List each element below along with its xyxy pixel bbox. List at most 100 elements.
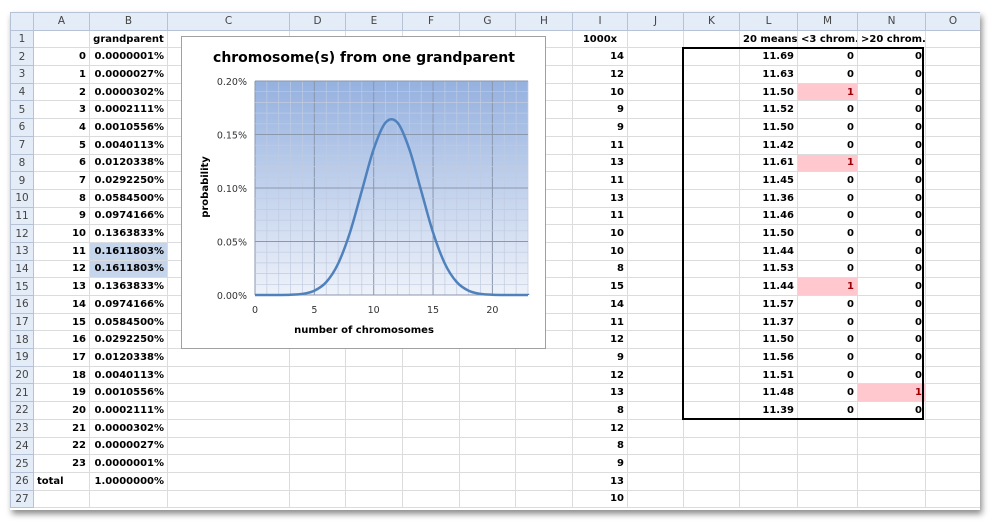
cell-M1[interactable]: <3 chrom. xyxy=(797,29,858,49)
cell-K24[interactable] xyxy=(683,436,740,456)
cell-N13[interactable]: 0 xyxy=(857,241,926,261)
cell-O5[interactable] xyxy=(925,100,980,120)
cell-B13[interactable]: 0.1611803% xyxy=(89,241,168,261)
cell-O23[interactable] xyxy=(925,418,980,438)
cell-J4[interactable] xyxy=(627,82,684,102)
cell-B12[interactable]: 0.1363833% xyxy=(89,224,168,243)
cell-B23[interactable]: 0.0000302% xyxy=(89,418,168,438)
cell-F24[interactable] xyxy=(402,436,460,456)
cell-G23[interactable] xyxy=(459,418,516,438)
cell-J7[interactable] xyxy=(627,135,684,155)
cell-O15[interactable] xyxy=(925,277,980,296)
cell-I1[interactable]: 1000x xyxy=(572,29,628,49)
cell-A16[interactable]: 14 xyxy=(33,295,90,314)
column-header-A[interactable]: A xyxy=(33,12,90,31)
row-header[interactable]: 10 xyxy=(10,188,34,208)
column-header-K[interactable]: K xyxy=(683,12,740,31)
row-header[interactable]: 26 xyxy=(10,471,34,491)
cell-L24[interactable] xyxy=(739,436,798,456)
cell-O21[interactable] xyxy=(925,383,980,403)
cell-F26[interactable] xyxy=(402,471,460,491)
cell-G22[interactable] xyxy=(459,401,516,420)
cell-A5[interactable]: 3 xyxy=(33,100,90,120)
cell-I8[interactable]: 13 xyxy=(572,153,628,173)
column-header-M[interactable]: M xyxy=(797,12,858,31)
cell-A26[interactable]: total xyxy=(33,471,90,491)
cell-J16[interactable] xyxy=(627,295,684,314)
cell-N10[interactable]: 0 xyxy=(857,188,926,208)
cell-M25[interactable] xyxy=(797,454,858,473)
cell-I16[interactable]: 14 xyxy=(572,295,628,314)
cell-K6[interactable] xyxy=(683,118,740,137)
cell-N11[interactable]: 0 xyxy=(857,206,926,226)
cell-C19[interactable] xyxy=(167,348,290,367)
cell-M14[interactable]: 0 xyxy=(797,259,858,279)
cell-G27[interactable] xyxy=(459,489,516,509)
cell-M3[interactable]: 0 xyxy=(797,65,858,84)
cell-F21[interactable] xyxy=(402,383,460,403)
cell-K13[interactable] xyxy=(683,241,740,261)
cell-M22[interactable]: 0 xyxy=(797,401,858,420)
cell-N25[interactable] xyxy=(857,454,926,473)
cell-K10[interactable] xyxy=(683,188,740,208)
cell-O4[interactable] xyxy=(925,82,980,102)
cell-M21[interactable]: 0 xyxy=(797,383,858,403)
cell-D27[interactable] xyxy=(289,489,346,509)
cell-O18[interactable] xyxy=(925,330,980,350)
cell-N23[interactable] xyxy=(857,418,926,438)
cell-I21[interactable]: 13 xyxy=(572,383,628,403)
cell-J20[interactable] xyxy=(627,365,684,385)
cell-O6[interactable] xyxy=(925,118,980,137)
cell-E21[interactable] xyxy=(345,383,403,403)
cell-A9[interactable]: 7 xyxy=(33,171,90,190)
cell-N16[interactable]: 0 xyxy=(857,295,926,314)
cell-B26[interactable]: 1.0000000% xyxy=(89,471,168,491)
cell-N26[interactable] xyxy=(857,471,926,491)
cell-L5[interactable]: 11.52 xyxy=(739,100,798,120)
cell-I20[interactable]: 12 xyxy=(572,365,628,385)
cell-N14[interactable]: 0 xyxy=(857,259,926,279)
cell-A1[interactable] xyxy=(33,29,90,49)
cell-I25[interactable]: 9 xyxy=(572,454,628,473)
cell-A19[interactable]: 17 xyxy=(33,348,90,367)
cell-K23[interactable] xyxy=(683,418,740,438)
cell-M20[interactable]: 0 xyxy=(797,365,858,385)
cell-J3[interactable] xyxy=(627,65,684,84)
cell-O25[interactable] xyxy=(925,454,980,473)
cell-B16[interactable]: 0.0974166% xyxy=(89,295,168,314)
cell-A7[interactable]: 5 xyxy=(33,135,90,155)
cell-K21[interactable] xyxy=(683,383,740,403)
cell-I2[interactable]: 14 xyxy=(572,47,628,67)
cell-B2[interactable]: 0.0000001% xyxy=(89,47,168,67)
cell-G24[interactable] xyxy=(459,436,516,456)
cell-G20[interactable] xyxy=(459,365,516,385)
cell-M24[interactable] xyxy=(797,436,858,456)
cell-L14[interactable]: 11.53 xyxy=(739,259,798,279)
cell-A3[interactable]: 1 xyxy=(33,65,90,84)
cell-O1[interactable] xyxy=(925,29,980,49)
cell-N20[interactable]: 0 xyxy=(857,365,926,385)
cell-B20[interactable]: 0.0040113% xyxy=(89,365,168,385)
cell-F25[interactable] xyxy=(402,454,460,473)
cell-A27[interactable] xyxy=(33,489,90,509)
cell-K4[interactable] xyxy=(683,82,740,102)
column-header-I[interactable]: I xyxy=(572,12,628,31)
cell-M18[interactable]: 0 xyxy=(797,330,858,350)
cell-B24[interactable]: 0.0000027% xyxy=(89,436,168,456)
column-header-F[interactable]: F xyxy=(402,12,460,31)
cell-K9[interactable] xyxy=(683,171,740,190)
cell-O10[interactable] xyxy=(925,188,980,208)
cell-N3[interactable]: 0 xyxy=(857,65,926,84)
row-header[interactable]: 1 xyxy=(10,29,34,49)
row-header[interactable]: 6 xyxy=(10,118,34,137)
row-header[interactable]: 20 xyxy=(10,365,34,385)
row-header[interactable]: 25 xyxy=(10,454,34,473)
cell-L13[interactable]: 11.44 xyxy=(739,241,798,261)
cell-O7[interactable] xyxy=(925,135,980,155)
cell-M7[interactable]: 0 xyxy=(797,135,858,155)
cell-A18[interactable]: 16 xyxy=(33,330,90,350)
cell-L3[interactable]: 11.63 xyxy=(739,65,798,84)
row-header[interactable]: 23 xyxy=(10,418,34,438)
cell-M15[interactable]: 1 xyxy=(797,277,858,296)
cell-B17[interactable]: 0.0584500% xyxy=(89,312,168,332)
